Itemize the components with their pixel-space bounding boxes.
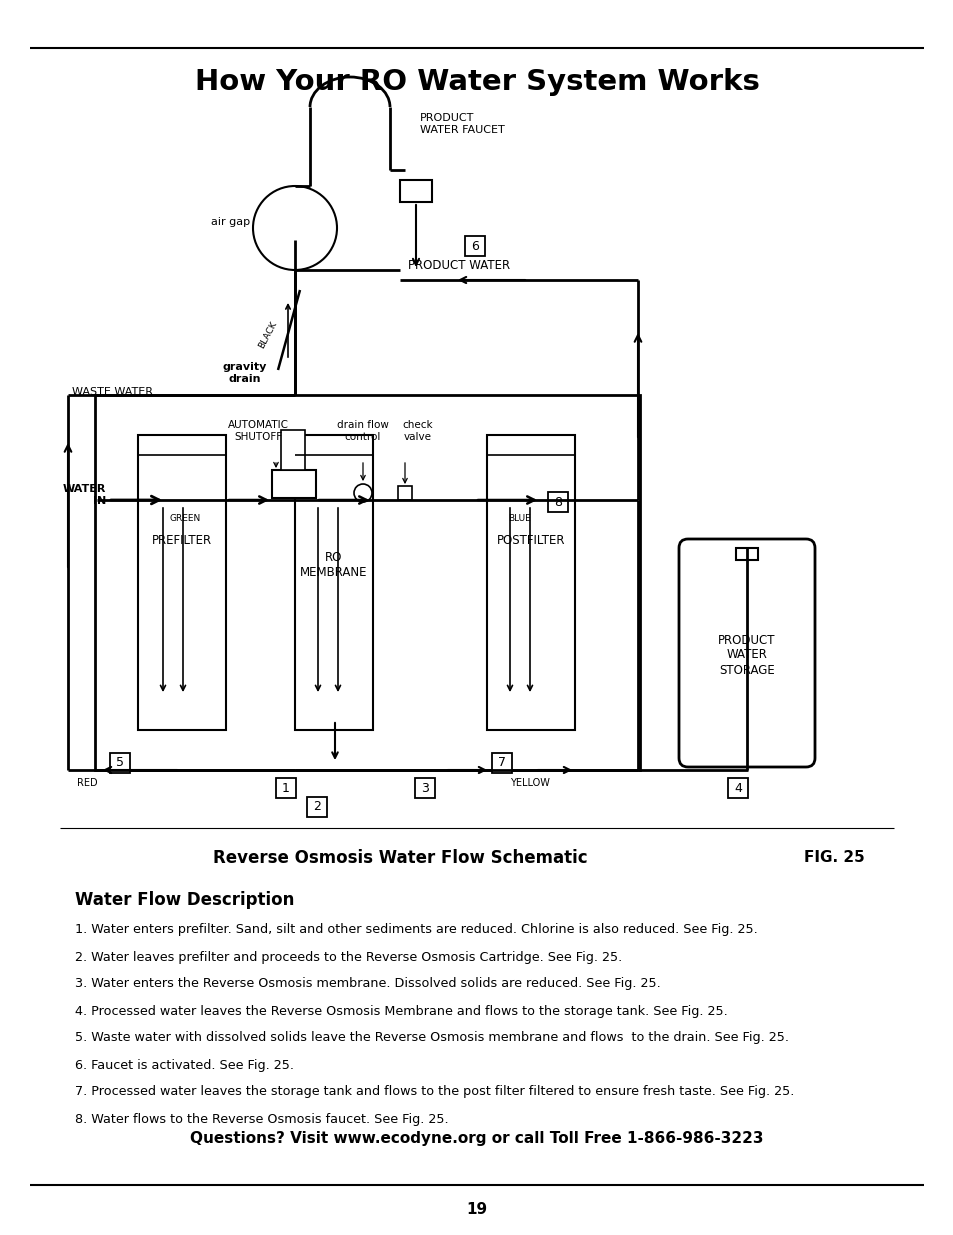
- Bar: [275, 778, 295, 798]
- Text: How Your RO Water System Works: How Your RO Water System Works: [194, 68, 759, 96]
- Bar: [492, 753, 512, 773]
- Text: Questions? Visit www.ecodyne.org or call Toll Free 1-866-986-3223: Questions? Visit www.ecodyne.org or call…: [190, 1130, 763, 1146]
- Text: RED: RED: [77, 778, 98, 788]
- Text: PRODUCT
WATER FAUCET: PRODUCT WATER FAUCET: [419, 112, 504, 135]
- Text: WASTE WATER: WASTE WATER: [71, 387, 152, 396]
- Text: Reverse Osmosis Water Flow Schematic: Reverse Osmosis Water Flow Schematic: [213, 848, 587, 867]
- Text: 19: 19: [466, 1203, 487, 1218]
- Text: PRODUCT
WATER
STORAGE: PRODUCT WATER STORAGE: [718, 634, 775, 677]
- Text: YELLOW: YELLOW: [510, 778, 549, 788]
- Bar: [110, 753, 130, 773]
- Bar: [464, 236, 484, 256]
- Bar: [272, 471, 315, 498]
- Circle shape: [354, 484, 372, 501]
- Bar: [95, 395, 639, 769]
- Text: 6: 6: [471, 240, 478, 252]
- Text: GREEN: GREEN: [170, 514, 200, 522]
- Bar: [281, 430, 305, 471]
- Text: check
valve: check valve: [402, 420, 433, 442]
- Text: 3. Water enters the Reverse Osmosis membrane. Dissolved solids are reduced. See : 3. Water enters the Reverse Osmosis memb…: [75, 977, 660, 990]
- Text: 7. Processed water leaves the storage tank and flows to the post filter filtered: 7. Processed water leaves the storage ta…: [75, 1086, 794, 1098]
- Bar: [397, 487, 412, 500]
- Text: FIG. 25: FIG. 25: [803, 851, 864, 866]
- Text: 4: 4: [733, 782, 741, 794]
- Text: PRODUCT WATER: PRODUCT WATER: [408, 259, 510, 272]
- Text: WATER
IN: WATER IN: [63, 484, 106, 506]
- Text: 1: 1: [282, 782, 290, 794]
- Bar: [415, 778, 435, 798]
- Text: air gap: air gap: [211, 217, 250, 227]
- Text: 6. Faucet is activated. See Fig. 25.: 6. Faucet is activated. See Fig. 25.: [75, 1058, 294, 1072]
- Bar: [547, 492, 567, 513]
- Bar: [727, 778, 747, 798]
- Text: AUTOMATIC
SHUTOFF: AUTOMATIC SHUTOFF: [227, 420, 288, 442]
- Text: PREFILTER: PREFILTER: [152, 534, 212, 547]
- Bar: [486, 435, 575, 730]
- Text: 1. Water enters prefilter. Sand, silt and other sediments are reduced. Chlorine : 1. Water enters prefilter. Sand, silt an…: [75, 924, 757, 936]
- Text: 8. Water flows to the Reverse Osmosis faucet. See Fig. 25.: 8. Water flows to the Reverse Osmosis fa…: [75, 1113, 448, 1125]
- Text: RO
MEMBRANE: RO MEMBRANE: [300, 551, 367, 579]
- Text: 2: 2: [313, 800, 320, 814]
- Text: POSTFILTER: POSTFILTER: [497, 534, 565, 547]
- Text: drain flow
control: drain flow control: [336, 420, 389, 442]
- Text: 8: 8: [554, 495, 561, 509]
- Text: 4. Processed water leaves the Reverse Osmosis Membrane and flows to the storage : 4. Processed water leaves the Reverse Os…: [75, 1004, 727, 1018]
- Text: 2. Water leaves prefilter and proceeds to the Reverse Osmosis Cartridge. See Fig: 2. Water leaves prefilter and proceeds t…: [75, 951, 621, 963]
- Text: 5: 5: [116, 757, 124, 769]
- Text: BLUE: BLUE: [508, 514, 531, 522]
- FancyBboxPatch shape: [679, 538, 814, 767]
- Text: 5. Waste water with dissolved solids leave the Reverse Osmosis membrane and flow: 5. Waste water with dissolved solids lea…: [75, 1031, 788, 1045]
- Text: 7: 7: [497, 757, 505, 769]
- Bar: [294, 435, 373, 730]
- Bar: [307, 797, 327, 818]
- Text: gravity
drain: gravity drain: [223, 362, 267, 384]
- Bar: [138, 435, 226, 730]
- Text: Water Flow Description: Water Flow Description: [75, 890, 294, 909]
- Text: 3: 3: [420, 782, 429, 794]
- Bar: [735, 548, 758, 559]
- Text: BLACK: BLACK: [256, 320, 278, 351]
- Bar: [399, 180, 432, 203]
